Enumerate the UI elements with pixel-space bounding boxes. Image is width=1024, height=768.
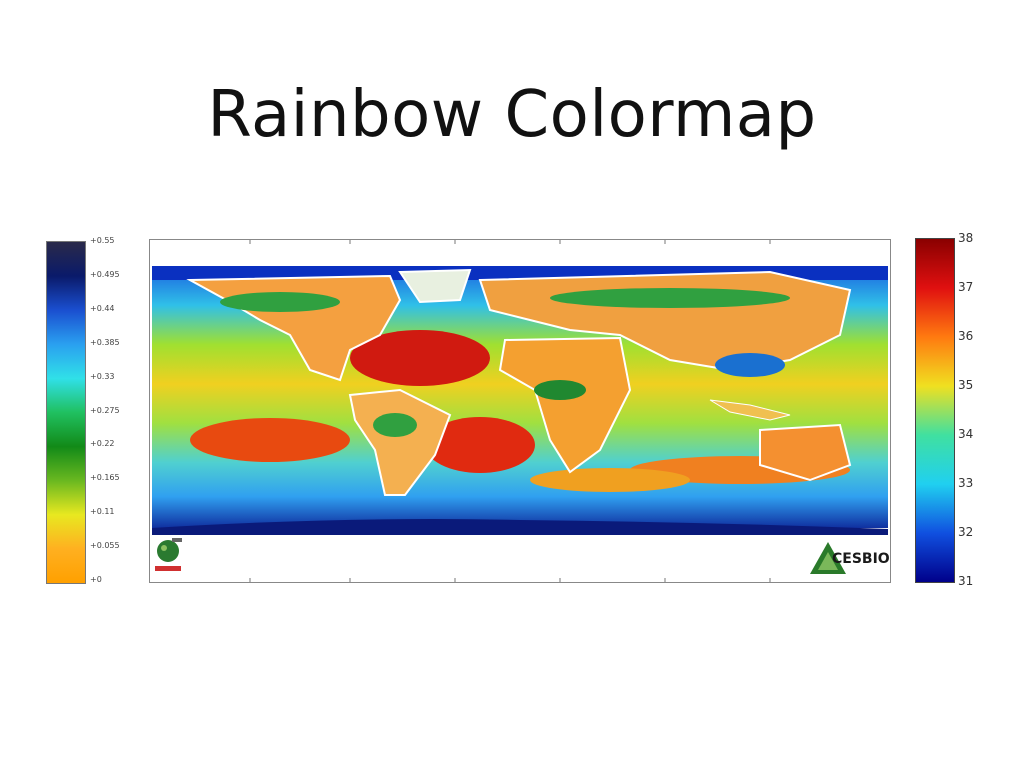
boreal-vegetation-eurasia bbox=[550, 288, 790, 308]
world-salinity-map bbox=[149, 239, 891, 583]
map-graphic bbox=[152, 240, 888, 582]
left-colorbar-tick: +0.495 bbox=[90, 269, 120, 279]
map-ticks bbox=[249, 240, 771, 582]
left-colorbar-tick: +0.275 bbox=[90, 405, 120, 415]
right-colorbar-tick: 34 bbox=[958, 427, 974, 441]
slide-title: Rainbow Colormap bbox=[207, 78, 817, 152]
greenland bbox=[398, 268, 472, 304]
right-colorbar-tick: 37 bbox=[958, 280, 974, 294]
left-colorbar-tick: +0.165 bbox=[90, 473, 120, 483]
right-colorbar-tick: 36 bbox=[958, 329, 974, 343]
australia bbox=[759, 423, 852, 482]
right-colorbar-tick: 35 bbox=[958, 378, 974, 392]
left-colorbar-tick: +0.385 bbox=[90, 337, 120, 347]
smos-satellite-logo-icon bbox=[155, 538, 182, 571]
left-colorbar-tick: +0 bbox=[90, 575, 102, 584]
southeast-asia-vegetation bbox=[715, 353, 785, 377]
south-pacific-high bbox=[190, 418, 350, 462]
amazon-vegetation bbox=[373, 413, 417, 437]
congo-vegetation bbox=[534, 380, 586, 400]
right-colorbar bbox=[915, 238, 955, 583]
right-colorbar-tick: 32 bbox=[958, 525, 974, 539]
south-atlantic-high bbox=[425, 417, 535, 473]
right-colorbar-tick: 33 bbox=[958, 476, 974, 490]
left-colorbar bbox=[46, 241, 86, 584]
left-colorbar-tick: +0.55 bbox=[90, 236, 115, 245]
africa bbox=[498, 336, 632, 474]
cesbio-triangle-logo-icon bbox=[810, 542, 846, 574]
antarctic-edge bbox=[152, 519, 888, 535]
cesbio-logo-text: CESBIO bbox=[832, 551, 890, 567]
left-colorbar-tick: +0.33 bbox=[90, 371, 115, 381]
indonesia bbox=[709, 399, 791, 421]
left-colorbar-tick: +0.055 bbox=[90, 541, 120, 551]
right-colorbar-tick: 38 bbox=[958, 231, 974, 245]
right-colorbar-tick: 31 bbox=[958, 574, 974, 588]
boreal-vegetation-na bbox=[220, 292, 340, 312]
left-colorbar-tick: +0.22 bbox=[90, 439, 115, 449]
south-america bbox=[348, 388, 452, 496]
north-atlantic-high bbox=[350, 330, 490, 386]
left-colorbar-tick: +0.11 bbox=[90, 507, 115, 517]
south-indian-band bbox=[530, 468, 690, 492]
left-colorbar-tick: +0.44 bbox=[90, 303, 115, 313]
southern-ocean-white bbox=[152, 528, 888, 582]
